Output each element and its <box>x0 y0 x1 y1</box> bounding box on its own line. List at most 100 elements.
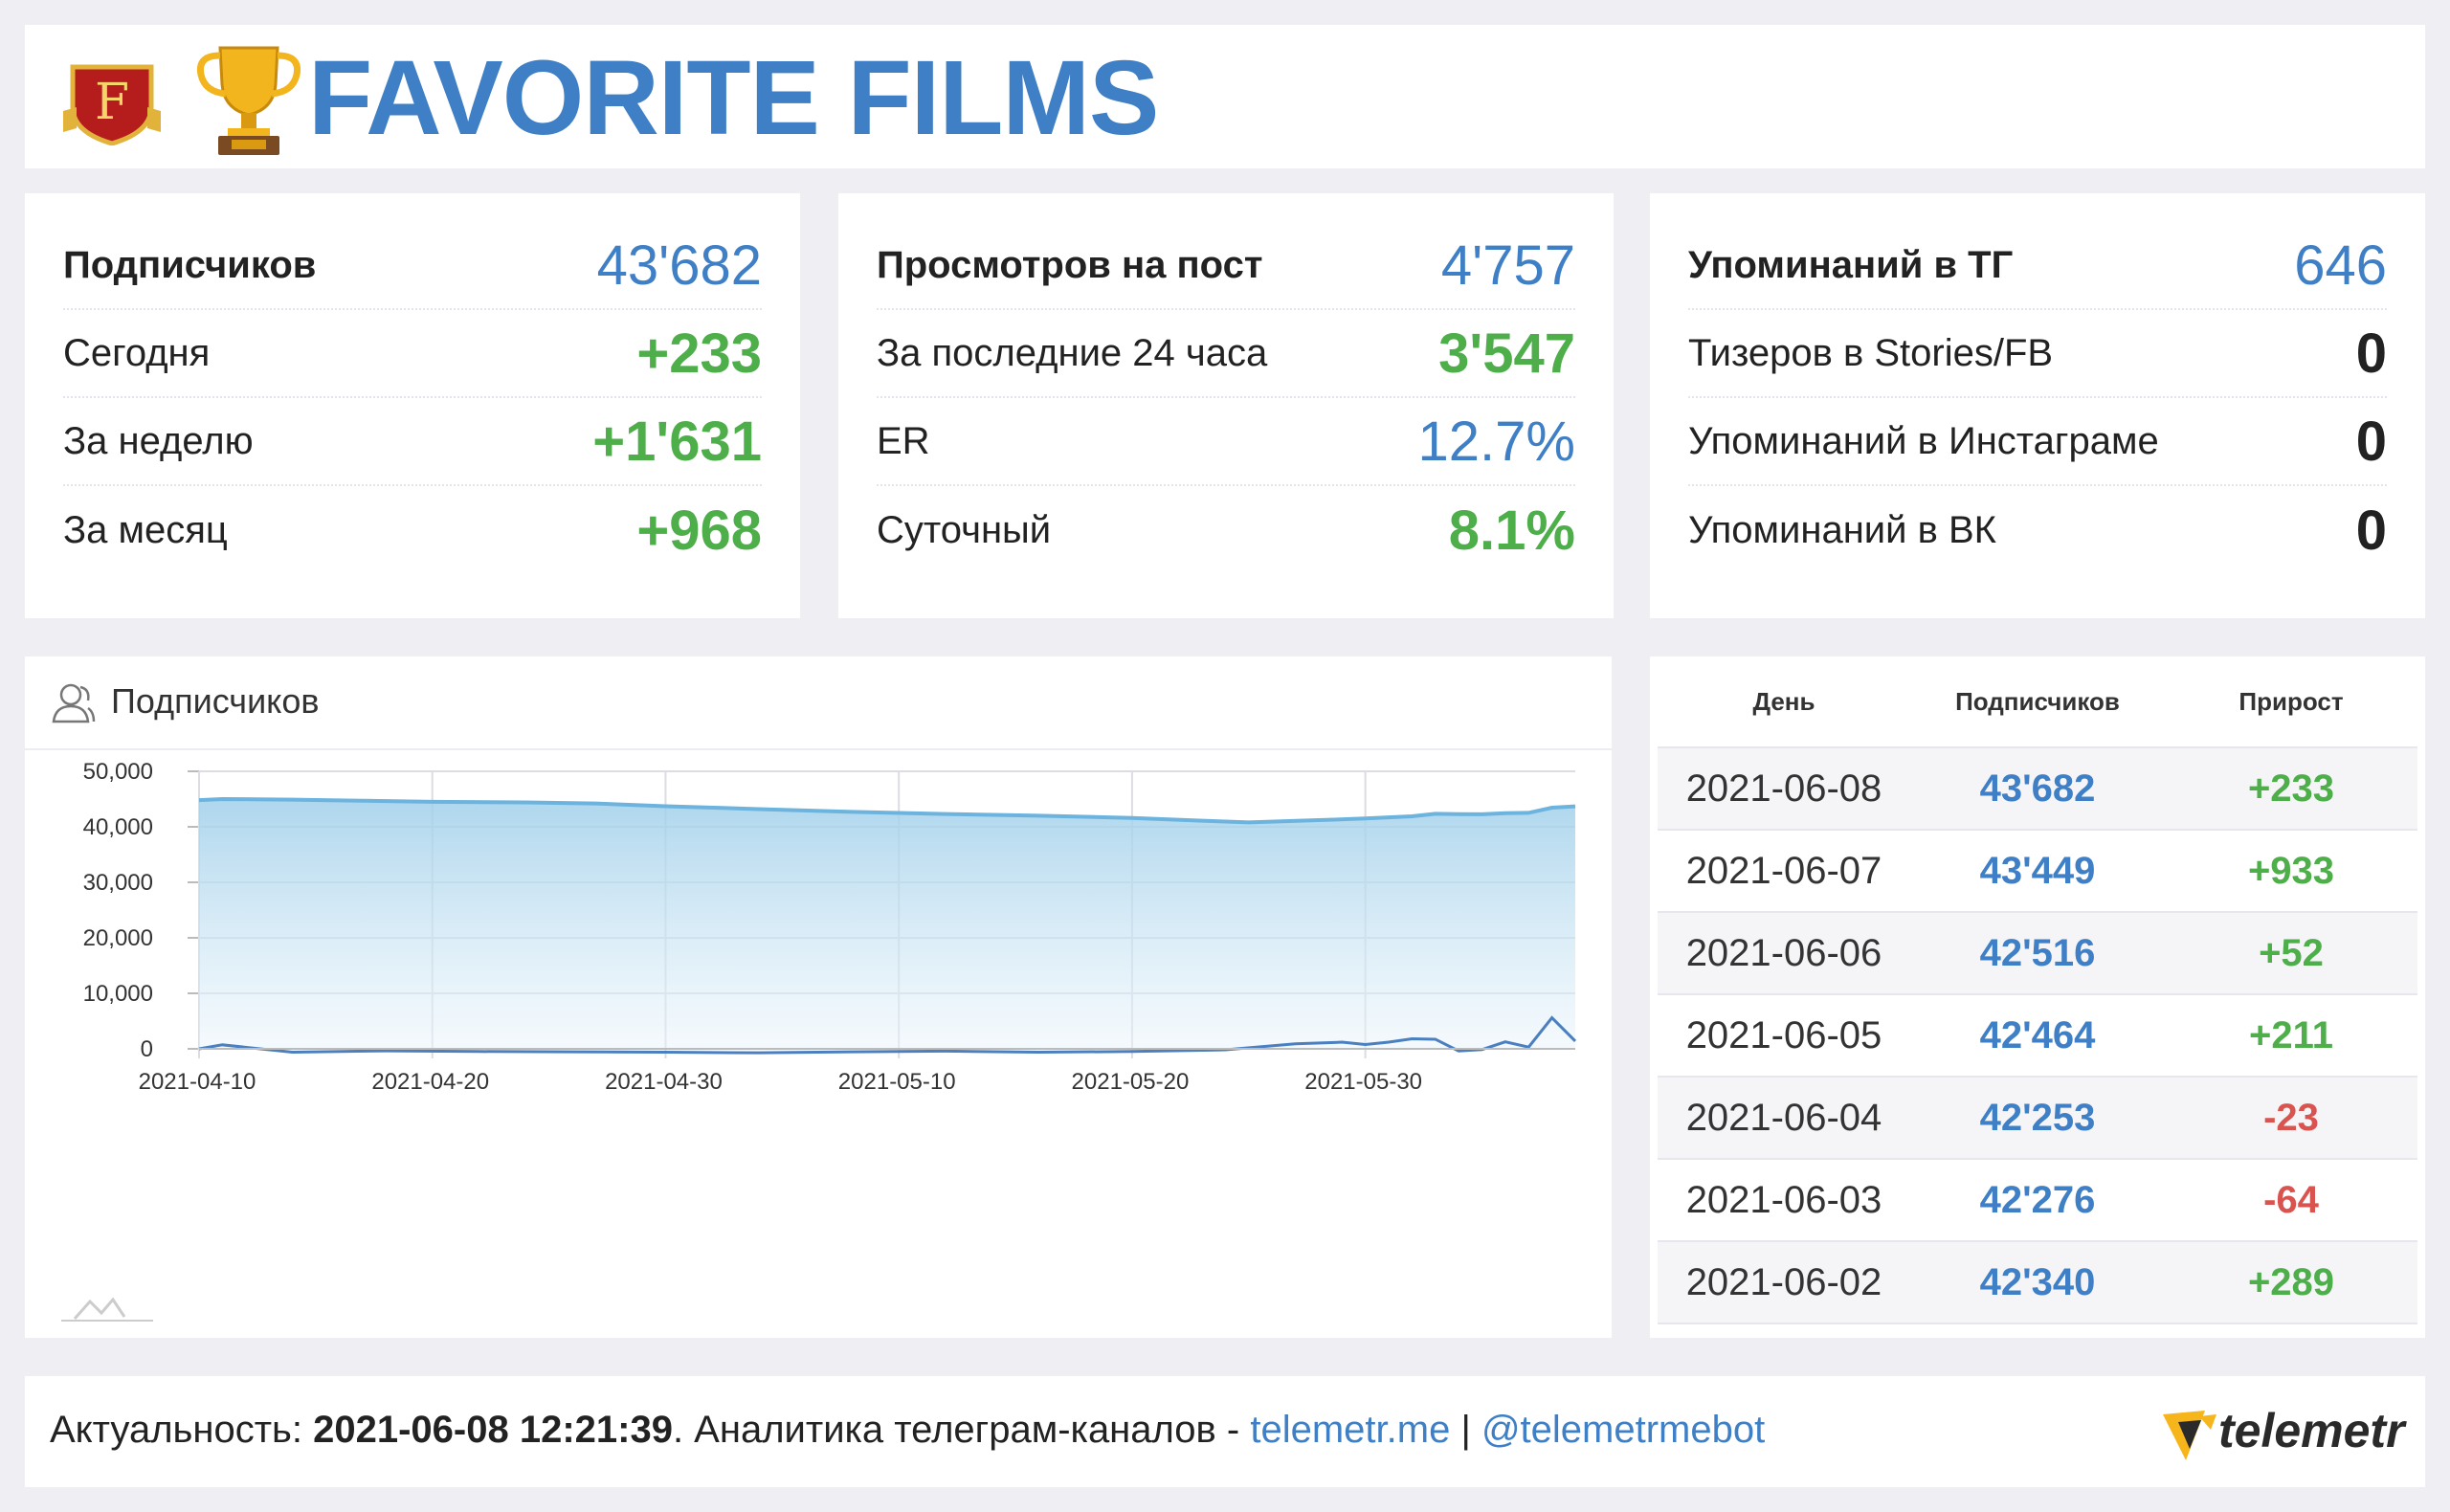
stat-label: Упоминаний в Инстаграме <box>1688 419 2159 462</box>
subscribers-series-line <box>198 796 1576 825</box>
chart-title: Подписчиков <box>111 681 320 721</box>
stat-label: За месяц <box>63 508 228 551</box>
column-header-growth[interactable]: Прирост <box>2238 686 2344 716</box>
table-cell-growth: +52 <box>2259 931 2324 974</box>
table-cell-subscribers: 42'516 <box>1979 931 2096 974</box>
stat-value: 12.7% <box>1417 410 1575 473</box>
stat-row: Упоминаний в Инстаграме 0 <box>1688 398 2387 486</box>
stat-row: Тизеров в Stories/FB 0 <box>1688 310 2387 398</box>
table-cell-day: 2021-06-06 <box>1685 931 1882 974</box>
stat-value: 0 <box>2355 322 2387 385</box>
table-cell-growth: +933 <box>2247 849 2335 892</box>
subscribers-area-fill <box>199 799 1575 1049</box>
stat-value: 8.1% <box>1448 499 1575 562</box>
stat-label: За неделю <box>63 419 254 462</box>
x-tick-label: 2021-04-10 <box>139 1069 256 1095</box>
stat-label: Упоминаний в ВК <box>1688 508 1996 551</box>
table-cell-subscribers: 42'253 <box>1979 1096 2096 1139</box>
telemetr-brand[interactable]: telemetr <box>2218 1404 2405 1457</box>
x-tick-label: 2021-05-30 <box>1304 1069 1422 1095</box>
stat-row: Суточный 8.1% <box>877 486 1575 574</box>
x-tick-label: 2021-05-20 <box>1072 1069 1190 1095</box>
table-row: 2021-06-04 42'253 -23 <box>1658 1078 2417 1160</box>
table-cell-growth: -23 <box>2263 1096 2319 1139</box>
y-tick-label: 20,000 <box>83 925 153 951</box>
bot-link[interactable]: @telemetrmebot <box>1481 1409 1766 1451</box>
stat-label: Просмотров на пост <box>877 243 1263 286</box>
stat-label: Сегодня <box>63 331 211 374</box>
stat-label: Упоминаний в ТГ <box>1688 243 2014 286</box>
y-tick-label: 10,000 <box>83 981 153 1007</box>
subscribers-area-chart: 0 10,000 20,000 30,000 40,000 50,000 2021-04-1… <box>83 759 1577 1095</box>
table-cell-subscribers: 42'340 <box>1979 1260 2096 1303</box>
stat-value: 0 <box>2355 499 2387 562</box>
y-tick-label: 50,000 <box>83 759 153 785</box>
table-cell-growth: -64 <box>2263 1178 2319 1221</box>
stat-value: +233 <box>636 322 762 385</box>
chart-navigator-icon[interactable] <box>61 1294 153 1323</box>
footer-bar: Актуальность: 2021-06-08 12:21:39. Анали… <box>25 1376 2425 1487</box>
table-row: 2021-06-03 42'276 -64 <box>1658 1160 2417 1242</box>
table-cell-subscribers: 42'276 <box>1979 1178 2096 1221</box>
channel-title: FAVORITE FILMS <box>308 39 1159 157</box>
table-header-row: День Подписчиков Прирост <box>1658 656 2417 748</box>
table-body: 2021-06-08 43'682 +233 2021-06-07 43'449 +933… <box>1658 748 2417 1324</box>
channel-logo-icon: F <box>63 64 161 145</box>
subscribers-chart-card: Подписчиков 0 10,000 20,000 30,000 40,000 50,… <box>25 656 1612 1338</box>
table-cell-growth: +289 <box>2247 1260 2335 1303</box>
stat-row: Подписчиков 43'682 <box>63 222 762 310</box>
footer-middle: . Аналитика телеграм-каналов - <box>672 1409 1251 1451</box>
channel-logo-letter: F <box>95 74 129 131</box>
stat-row: ER 12.7% <box>877 398 1575 486</box>
table-cell-subscribers: 42'464 <box>1979 1013 2096 1056</box>
daily-subscribers-table: День Подписчиков Прирост 2021-06-08 43'68… <box>1650 656 2425 1338</box>
chart-header: Подписчиков <box>25 656 1612 750</box>
stat-value: 0 <box>2355 410 2387 473</box>
table-cell-day: 2021-06-07 <box>1685 849 1882 892</box>
table-row: 2021-06-06 42'516 +52 <box>1658 913 2417 995</box>
table-row: 2021-06-07 43'449 +933 <box>1658 831 2417 913</box>
stat-row: За последние 24 часа 3'547 <box>877 310 1575 398</box>
footer-text: Актуальность: 2021-06-08 12:21:39. Анали… <box>50 1409 1765 1452</box>
header-bar: F FAVORITE FILMS <box>25 25 2425 168</box>
site-link[interactable]: telemetr.me <box>1250 1409 1451 1451</box>
trophy-icon <box>196 46 301 155</box>
table-cell-day: 2021-06-08 <box>1685 767 1882 810</box>
stat-label: Подписчиков <box>63 243 317 286</box>
table-cell-day: 2021-06-05 <box>1685 1013 1882 1056</box>
stat-value: 646 <box>2294 233 2387 297</box>
stat-value: 4'757 <box>1440 233 1575 297</box>
stat-row: Сегодня +233 <box>63 310 762 398</box>
stat-label: Суточный <box>877 508 1052 551</box>
stat-row: Упоминаний в ТГ 646 <box>1688 222 2387 310</box>
telemetr-logo-icon[interactable] <box>2157 1401 2234 1468</box>
table-cell-day: 2021-06-04 <box>1685 1096 1882 1139</box>
x-tick-label: 2021-04-30 <box>605 1069 723 1095</box>
column-header-day[interactable]: День <box>1752 686 1815 716</box>
table-cell-day: 2021-06-03 <box>1685 1178 1882 1221</box>
table-cell-day: 2021-06-02 <box>1685 1260 1882 1303</box>
stat-value: +968 <box>636 499 762 562</box>
y-tick-label: 40,000 <box>83 814 153 840</box>
table-cell-subscribers: 43'449 <box>1979 849 2096 892</box>
stat-row: За месяц +968 <box>63 486 762 574</box>
stat-label: За последние 24 часа <box>877 331 1268 374</box>
subscribers-stats-card: Подписчиков 43'682 Сегодня +233 За неделю +1'… <box>25 193 800 618</box>
footer-prefix: Актуальность: <box>50 1409 314 1451</box>
stat-row: Просмотров на пост 4'757 <box>877 222 1575 310</box>
footer-timestamp: 2021-06-08 12:21:39 <box>313 1409 673 1451</box>
table-cell-growth: +211 <box>2249 1013 2333 1056</box>
stat-row: За неделю +1'631 <box>63 398 762 486</box>
column-header-subscribers[interactable]: Подписчиков <box>1955 686 2120 716</box>
stat-value: 43'682 <box>596 233 762 297</box>
x-tick-label: 2021-05-10 <box>838 1069 956 1095</box>
stat-row: Упоминаний в ВК 0 <box>1688 486 2387 574</box>
x-tick-label: 2021-04-20 <box>371 1069 489 1095</box>
stat-value: +1'631 <box>592 410 762 473</box>
y-tick-label: 30,000 <box>83 870 153 896</box>
footer-separator: | <box>1450 1409 1481 1451</box>
stat-label: Тизеров в Stories/FB <box>1688 331 2054 374</box>
users-icon <box>52 683 96 723</box>
table-row: 2021-06-02 42'340 +289 <box>1658 1242 2417 1324</box>
table-row: 2021-06-05 42'464 +211 <box>1658 995 2417 1078</box>
